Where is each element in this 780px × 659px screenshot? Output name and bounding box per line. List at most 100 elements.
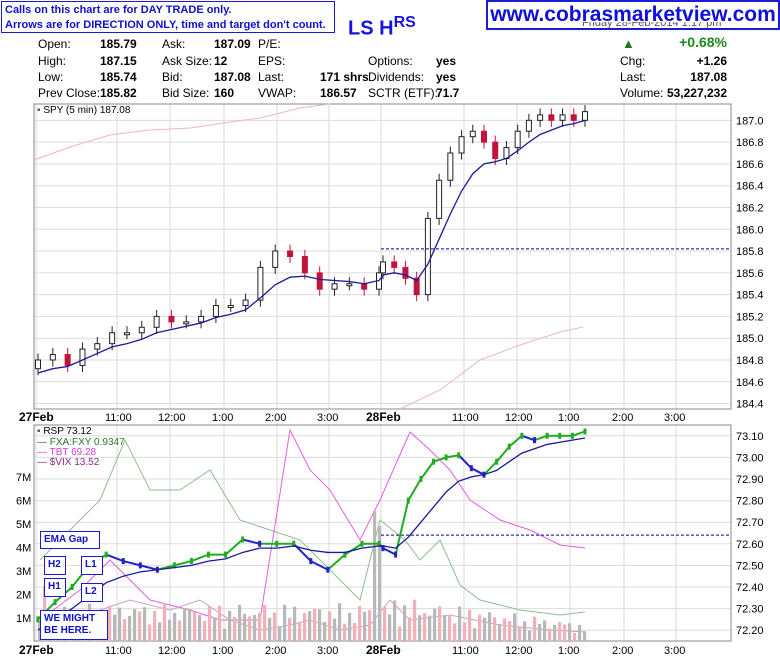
rsp-point — [520, 432, 524, 439]
volume-bar — [158, 622, 162, 641]
volume-bar — [558, 622, 562, 641]
quote-value: 171 shrs — [320, 70, 369, 84]
volume-bar — [423, 613, 427, 641]
x-tick-label: 12:00 — [505, 645, 533, 657]
volume-bar — [578, 625, 582, 641]
volume-bar — [278, 626, 282, 641]
volume-bar — [228, 610, 232, 641]
rsp-line — [534, 434, 548, 442]
price-candle — [447, 152, 454, 181]
notice-line-1: Calls on this chart are for DAY TRADE on… — [5, 4, 232, 16]
price-candle — [391, 261, 398, 268]
rsp-point — [495, 458, 499, 465]
bollinger-band-line — [33, 103, 331, 161]
y-tick-label: 184.6 — [736, 377, 764, 389]
x-tick-label: 12:00 — [158, 412, 186, 424]
rsp-point — [326, 566, 330, 573]
might-line-2: BE HERE. — [44, 625, 92, 636]
might-line-1: WE MIGHT — [44, 613, 96, 624]
y-tick-label: 185.4 — [736, 290, 764, 302]
price-ema-line — [37, 119, 586, 374]
rsp-point — [558, 432, 562, 439]
rsp-point — [507, 443, 511, 450]
y-tick-label: 73.00 — [736, 452, 764, 464]
site-url-link[interactable]: www.cobrasmarketview.com — [486, 0, 780, 30]
bollinger-band-line — [399, 326, 584, 410]
price-candle — [79, 348, 86, 366]
rsp-point — [104, 551, 108, 558]
legend-fxa: — FXA:FXY 0.9347 — [37, 437, 125, 448]
rsp-point — [258, 540, 262, 547]
volume-bar — [368, 610, 372, 641]
rsp-point — [570, 432, 574, 439]
price-candle — [94, 343, 101, 350]
x-tick-label: 3:00 — [317, 645, 338, 657]
quote-value: 160 — [214, 86, 235, 100]
fxa-fxy-line — [39, 438, 586, 616]
volume-bar — [448, 614, 452, 641]
volume-bar — [168, 619, 172, 641]
rsp-point — [36, 616, 40, 623]
quote-value: 12 — [214, 54, 228, 68]
rsp-point — [172, 562, 176, 569]
l1-label: L1 — [81, 556, 103, 575]
quote-label: Bid Size: — [162, 86, 210, 100]
quote-value: yes — [436, 54, 457, 68]
volume-bar — [238, 604, 242, 641]
ema-gap-label: EMA Gap — [40, 531, 100, 549]
x-tick-label: 1:00 — [558, 645, 579, 657]
volume-bar — [563, 624, 567, 641]
volume-bar — [403, 605, 407, 641]
x-tick-label: 3:00 — [664, 412, 685, 424]
rsp-line — [327, 553, 346, 571]
price-candle — [183, 321, 190, 325]
tbt-line — [39, 428, 586, 621]
volume-bar — [398, 626, 402, 641]
quote-label: Volume: — [620, 86, 664, 100]
y-tick-label: 72.90 — [736, 474, 764, 486]
legend-vix: — $VIX 13.52 — [37, 457, 100, 468]
quote-label: Chg: — [620, 54, 646, 68]
volume-bar — [123, 619, 127, 641]
price-candle — [469, 130, 476, 138]
volume-bar — [478, 614, 482, 641]
rsp-line — [420, 461, 435, 480]
y-tick-label: 72.40 — [736, 582, 764, 594]
rsp-point — [457, 452, 461, 459]
quote-label: Last: — [620, 70, 647, 84]
volume-tick-label: 3M — [16, 566, 31, 578]
volume-bar — [208, 605, 212, 641]
rsp-point — [241, 536, 245, 543]
volume-bar — [193, 611, 197, 641]
volume-bar — [453, 623, 457, 641]
price-candle — [153, 315, 160, 328]
price-candle — [413, 277, 420, 296]
price-candle — [35, 359, 41, 370]
volume-bar — [383, 606, 387, 641]
quote-value: 185.74 — [100, 70, 137, 84]
volume-bar — [528, 630, 532, 641]
y-tick-label: 186.2 — [736, 202, 764, 214]
volume-bar — [353, 623, 357, 641]
quote-label: VWAP: — [258, 86, 297, 100]
rsp-line — [242, 538, 260, 545]
x-tick-label: 3:00 — [317, 412, 338, 424]
x-tick-label: 2:00 — [612, 412, 633, 424]
volume-bar — [223, 628, 227, 641]
price-candle — [346, 283, 353, 287]
price-candle — [198, 315, 205, 323]
volume-bar — [118, 607, 122, 641]
x-tick-label: 2:00 — [612, 645, 633, 657]
volume-bar — [328, 611, 332, 641]
price-candle — [257, 266, 264, 301]
x-tick-label: 1:00 — [212, 412, 233, 424]
price-candle — [458, 136, 465, 154]
rsp-point — [292, 540, 296, 547]
volume-tick-label: 6M — [16, 496, 31, 508]
quote-label: Ask Size: — [162, 54, 213, 68]
volume-bar — [363, 611, 367, 641]
rsp-line — [174, 560, 192, 567]
l2-label: L2 — [81, 583, 103, 602]
volume-bar — [468, 609, 472, 641]
quote-value: +1.26 — [696, 54, 727, 68]
